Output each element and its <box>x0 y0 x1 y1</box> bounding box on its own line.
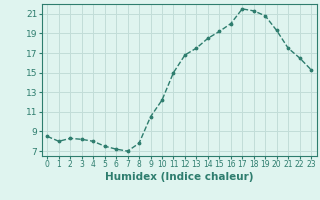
X-axis label: Humidex (Indice chaleur): Humidex (Indice chaleur) <box>105 172 253 182</box>
